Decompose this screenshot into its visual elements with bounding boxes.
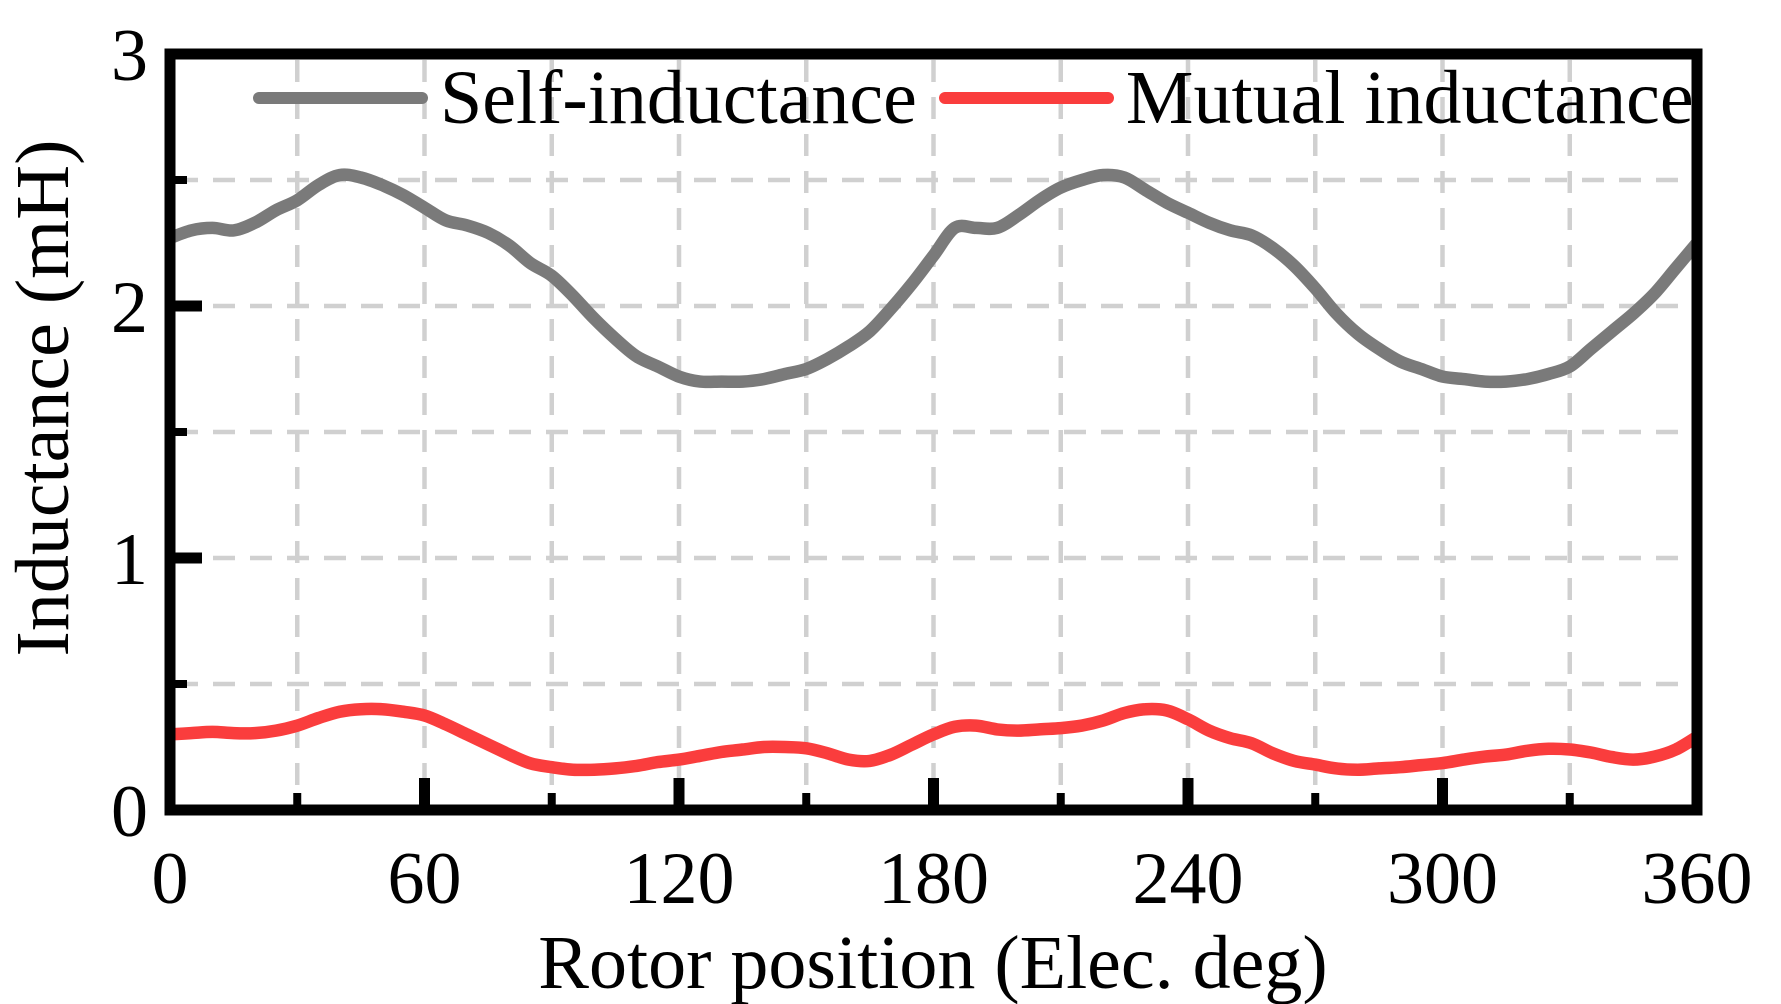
x-tick-label: 240: [1133, 838, 1244, 920]
x-tick-label: 60: [388, 838, 462, 920]
y-tick-label: 2: [111, 267, 148, 349]
tick-labels: 0 60 120 180 240 300 360 0 1 2 3: [111, 15, 1753, 920]
grid-lines: [176, 60, 1691, 804]
y-tick-label: 3: [111, 15, 148, 97]
curve-mutual-inductance: [170, 702, 1697, 777]
plot-frame: [164, 48, 1703, 816]
y-tick-label: 0: [111, 771, 148, 853]
curve-self-inductance: [170, 168, 1697, 389]
y-tick-label: 1: [111, 519, 148, 601]
x-tick-label: 300: [1387, 838, 1498, 920]
x-tick-label: 0: [152, 838, 189, 920]
x-tick-label: 180: [878, 838, 989, 920]
x-tick-label: 120: [624, 838, 735, 920]
data-curves: [170, 168, 1697, 777]
x-tick-label: 360: [1642, 838, 1753, 920]
